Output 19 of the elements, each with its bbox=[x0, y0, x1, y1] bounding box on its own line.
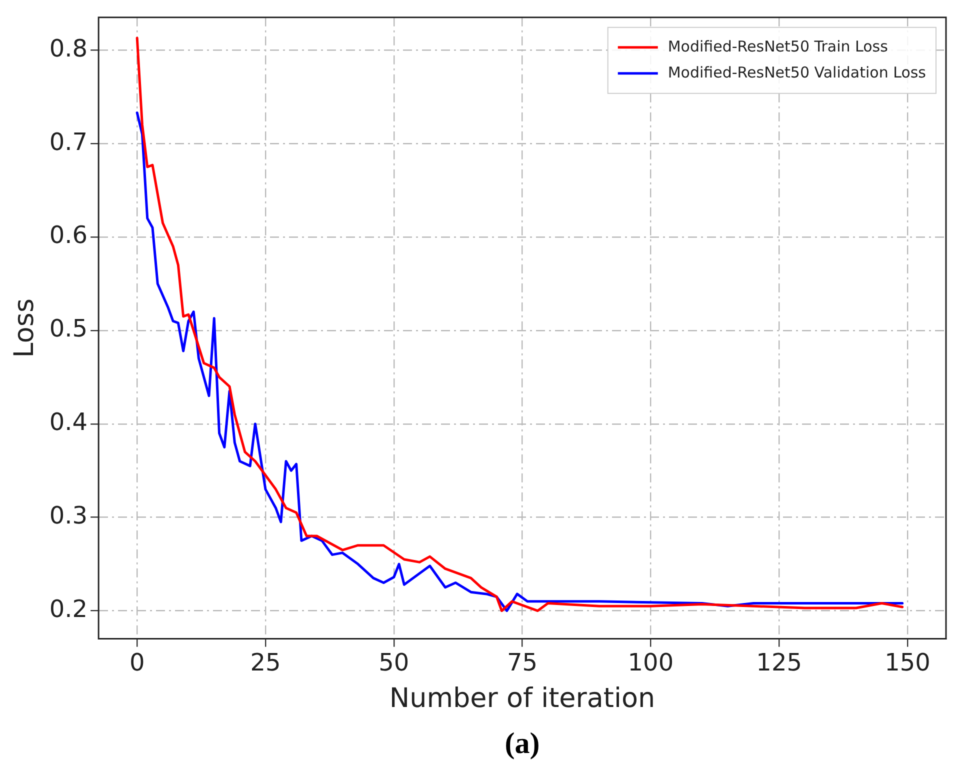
y-tick-label: 0.8 bbox=[49, 34, 88, 62]
x-tick-label: 100 bbox=[628, 648, 674, 676]
y-axis-title: Loss bbox=[9, 298, 40, 358]
x-tick-label: 75 bbox=[507, 648, 538, 676]
legend-label: Modified-ResNet50 Train Loss bbox=[668, 37, 888, 56]
x-tick-label: 125 bbox=[756, 648, 802, 676]
y-tick-label: 0.7 bbox=[49, 128, 88, 156]
y-tick-label: 0.4 bbox=[49, 408, 88, 436]
x-tick-label: 50 bbox=[378, 648, 410, 676]
y-tick-label: 0.5 bbox=[49, 314, 88, 343]
y-tick-label: 0.2 bbox=[49, 595, 88, 623]
y-tick-label: 0.6 bbox=[49, 221, 88, 250]
x-axis-title: Number of iteration bbox=[389, 682, 656, 714]
x-tick-label: 0 bbox=[129, 648, 145, 676]
y-tick-label: 0.3 bbox=[49, 502, 88, 530]
text: (a) bbox=[504, 726, 540, 760]
x-tick-label: 150 bbox=[884, 648, 930, 676]
legend-label: Modified-ResNet50 Validation Loss bbox=[668, 63, 926, 82]
x-tick-label: 25 bbox=[250, 648, 281, 676]
